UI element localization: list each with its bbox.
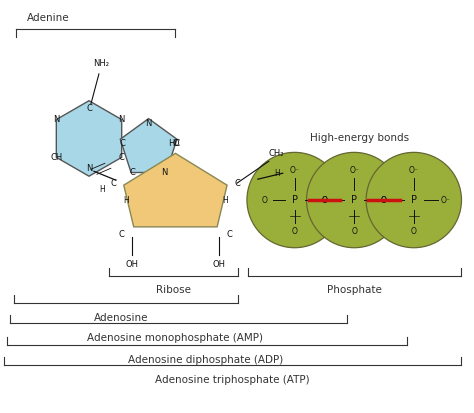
Text: O⁻: O⁻: [441, 195, 450, 204]
Text: C: C: [119, 230, 125, 239]
Polygon shape: [124, 153, 227, 227]
Text: NH₂: NH₂: [93, 59, 109, 69]
Text: N: N: [53, 115, 59, 124]
Text: C: C: [120, 139, 126, 148]
Polygon shape: [120, 119, 177, 173]
Circle shape: [366, 152, 462, 248]
Text: P: P: [292, 195, 298, 205]
Text: High-energy bonds: High-energy bonds: [310, 133, 409, 143]
Text: O: O: [351, 227, 357, 236]
Circle shape: [307, 152, 402, 248]
Text: O: O: [172, 139, 179, 148]
Text: O: O: [292, 227, 298, 236]
Text: P: P: [351, 195, 357, 205]
Text: H: H: [123, 195, 128, 204]
Text: OH: OH: [125, 260, 138, 269]
Text: Adenosine: Adenosine: [93, 313, 148, 323]
Text: O: O: [321, 195, 328, 204]
Text: O: O: [381, 195, 387, 204]
Text: O: O: [262, 195, 268, 204]
Text: H: H: [274, 169, 280, 178]
Text: H: H: [222, 195, 228, 204]
Polygon shape: [56, 101, 122, 176]
Text: O: O: [411, 227, 417, 236]
Text: HC: HC: [168, 139, 181, 148]
Text: Adenosine diphosphate (ADP): Adenosine diphosphate (ADP): [128, 355, 283, 365]
Text: Adenine: Adenine: [27, 13, 69, 23]
Text: Phosphate: Phosphate: [327, 285, 382, 295]
Text: P: P: [411, 195, 417, 205]
Text: Adenosine monophosphate (AMP): Adenosine monophosphate (AMP): [87, 333, 264, 343]
Text: CH: CH: [50, 153, 63, 162]
Text: N: N: [161, 168, 168, 177]
Text: N: N: [86, 164, 92, 173]
Text: O⁻: O⁻: [349, 166, 359, 175]
Text: CH₂: CH₂: [269, 149, 284, 158]
Circle shape: [247, 152, 342, 248]
Text: OH: OH: [213, 260, 226, 269]
Text: O: O: [321, 195, 328, 204]
Text: O⁻: O⁻: [409, 166, 419, 175]
Text: C: C: [86, 104, 92, 113]
Text: O: O: [381, 195, 387, 204]
Text: N: N: [118, 115, 125, 124]
Text: C: C: [119, 153, 125, 162]
Text: C: C: [111, 179, 117, 188]
Text: C: C: [130, 168, 136, 177]
Text: O⁻: O⁻: [290, 166, 300, 175]
Text: C: C: [234, 179, 240, 188]
Text: C: C: [226, 230, 232, 239]
Text: H: H: [99, 185, 105, 194]
Text: N: N: [146, 119, 152, 128]
Text: Ribose: Ribose: [156, 285, 191, 295]
Text: Adenosine triphosphate (ATP): Adenosine triphosphate (ATP): [155, 375, 310, 385]
